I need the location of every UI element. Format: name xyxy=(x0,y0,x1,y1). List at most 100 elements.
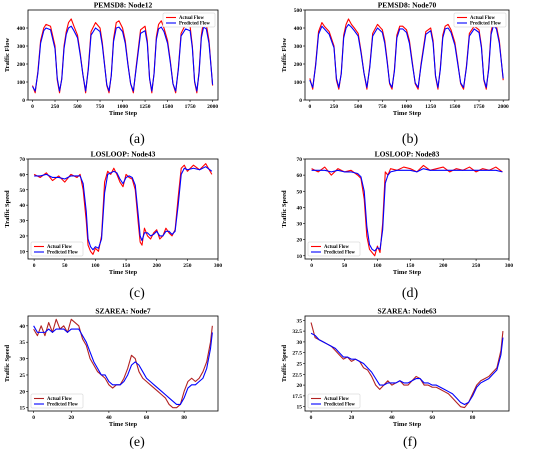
y-tick-label: 50 xyxy=(297,189,303,195)
y-tick-label: 32.5 xyxy=(292,329,302,335)
x-tick-label: 1000 xyxy=(117,104,128,110)
y-tick-label: 0 xyxy=(22,98,25,104)
x-tick-label: 250 xyxy=(472,263,481,269)
legend-label: Predicted Flow xyxy=(47,403,78,408)
x-tick-label: 20 xyxy=(349,415,355,421)
panel-label: (c) xyxy=(129,286,145,301)
series-line-actual xyxy=(310,322,504,409)
panel-label: (d) xyxy=(402,286,419,301)
y-tick-label: 0 xyxy=(299,98,302,104)
series-line-predicted xyxy=(33,325,213,406)
x-axis-label: Time Step xyxy=(393,269,422,276)
x-tick-label: 250 xyxy=(330,104,339,110)
x-tick-label: 0 xyxy=(310,263,313,269)
x-tick-label: 1500 xyxy=(449,104,460,110)
y-tick-label: 40 xyxy=(20,203,26,209)
series-line-predicted xyxy=(34,166,213,251)
y-tick-label: 22.5 xyxy=(292,372,302,378)
y-tick-label: 25 xyxy=(20,373,26,379)
y-tick-label: 60 xyxy=(297,173,303,179)
x-tick-label: 2000 xyxy=(498,104,509,110)
legend-label: Actual Flow xyxy=(324,397,349,402)
y-tick-label: 35 xyxy=(297,318,303,324)
x-tick-label: 250 xyxy=(51,104,60,110)
x-tick-label: 1750 xyxy=(474,104,485,110)
x-tick-label: 1500 xyxy=(162,104,173,110)
x-tick-label: 60 xyxy=(144,415,150,421)
x-tick-label: 150 xyxy=(406,263,415,269)
y-tick-label: 30 xyxy=(297,340,303,346)
chart-title: LOSLOOP: Node83 xyxy=(375,150,440,159)
y-tick-label: 20 xyxy=(297,383,303,389)
x-tick-label: 60 xyxy=(429,415,435,421)
y-tick-label: 15 xyxy=(20,406,26,412)
y-tick-label: 35 xyxy=(20,340,26,346)
series-line-predicted xyxy=(311,168,503,252)
x-axis-label: Time Step xyxy=(109,269,138,276)
x-tick-label: 300 xyxy=(505,263,514,269)
y-tick-label: 27.5 xyxy=(292,351,302,357)
series-line-actual xyxy=(33,318,213,409)
series-line-actual xyxy=(31,18,214,94)
y-tick-label: 20 xyxy=(297,238,303,244)
x-tick-label: 100 xyxy=(373,263,382,269)
y-tick-label: 400 xyxy=(17,26,26,32)
panel-label: (f) xyxy=(403,435,417,450)
y-axis-label: Traffic Speed xyxy=(281,190,288,228)
x-tick-label: 750 xyxy=(96,104,105,110)
y-tick-label: 40 xyxy=(297,205,303,211)
legend-label: Actual Flow xyxy=(470,16,495,21)
y-tick-label: 100 xyxy=(294,80,303,86)
x-tick-label: 20 xyxy=(69,415,75,421)
x-tick-label: 500 xyxy=(354,104,363,110)
legend-label: Predicted Flow xyxy=(324,251,355,256)
x-tick-label: 200 xyxy=(439,263,448,269)
y-tick-label: 10 xyxy=(20,249,26,255)
x-tick-label: 0 xyxy=(33,263,36,269)
y-tick-label: 60 xyxy=(20,172,26,178)
x-tick-label: 250 xyxy=(183,263,192,269)
plot-frame xyxy=(27,158,219,260)
panel-label: (b) xyxy=(402,132,419,147)
panel-label: (e) xyxy=(129,435,145,450)
y-tick-label: 10 xyxy=(297,254,303,260)
y-tick-label: 200 xyxy=(294,62,303,68)
y-tick-label: 30 xyxy=(297,222,303,228)
chart-title: PEMSD8: Node70 xyxy=(378,1,437,10)
y-tick-label: 30 xyxy=(20,219,26,225)
series-line-predicted xyxy=(32,25,214,92)
y-axis-label: Traffic Speed xyxy=(4,190,11,228)
y-tick-label: 400 xyxy=(294,26,303,32)
legend-label: Predicted Flow xyxy=(470,22,501,27)
y-tick-label: 40 xyxy=(20,324,26,330)
y-axis-label: Traffic Speed xyxy=(4,344,11,382)
y-tick-label: 200 xyxy=(17,62,26,68)
x-tick-label: 100 xyxy=(91,263,100,269)
series-line-predicted xyxy=(309,23,504,88)
chart-panel-4: LOSLOOP: Node83 0 50 100 150 200 250 300 10 20 30 4… xyxy=(281,150,513,302)
x-tick-label: 1250 xyxy=(425,104,436,110)
y-tick-label: 300 xyxy=(17,44,26,50)
x-tick-label: 80 xyxy=(470,415,476,421)
chart-title: SZAREA: Node63 xyxy=(378,307,437,316)
plot-frame xyxy=(27,315,219,412)
y-tick-label: 25 xyxy=(297,362,303,368)
x-tick-label: 50 xyxy=(342,263,348,269)
chart-panel-6: SZAREA: Node63 0 20 40 60 80 15 17.5 20 22.5 25 27.… xyxy=(281,307,510,450)
series-line-predicted xyxy=(310,332,504,406)
y-tick-label: 70 xyxy=(20,157,26,163)
x-tick-label: 1000 xyxy=(401,104,412,110)
panel-label: (a) xyxy=(129,132,145,147)
legend-label: Actual Flow xyxy=(179,16,204,21)
legend-label: Predicted Flow xyxy=(47,251,78,256)
x-tick-label: 500 xyxy=(73,104,82,110)
x-tick-label: 1750 xyxy=(185,104,196,110)
x-axis-label: Time Step xyxy=(109,421,138,428)
